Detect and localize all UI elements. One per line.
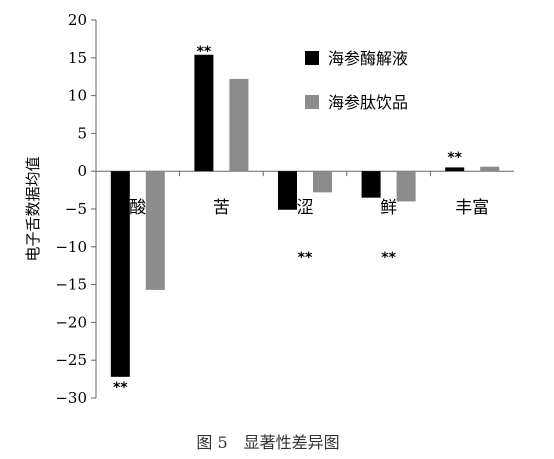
- y-tick-label: 0: [77, 162, 87, 180]
- category-label: 涩: [297, 198, 314, 218]
- legend-swatch: [305, 95, 319, 109]
- bar: [480, 166, 500, 172]
- y-tick-label: 20: [68, 11, 87, 29]
- category-label: 丰富: [455, 198, 489, 218]
- y-axis-label: 电子舌数据均值: [24, 156, 42, 261]
- bars: [110, 54, 500, 377]
- y-tick-label: −5: [65, 200, 87, 218]
- axes: 20 15 10 5 0 −5 −10 −15 −20 −25 −30: [55, 11, 514, 407]
- significance-mark: **: [113, 380, 128, 396]
- bar: [110, 171, 130, 377]
- figure-caption: 图 5 显著性差异图: [196, 433, 339, 452]
- y-tick-label: 10: [68, 87, 87, 105]
- y-tick-label: 5: [77, 124, 87, 142]
- legend-label: 海参酶解液: [328, 49, 408, 68]
- labels: 酸 ** 苦 ** 涩 ** 鲜 ** 丰富 **: [113, 44, 489, 396]
- legend-swatch: [305, 51, 319, 65]
- y-tick-label: −10: [55, 238, 87, 256]
- significance-mark: **: [298, 250, 313, 266]
- y-tick-label: −30: [55, 389, 87, 407]
- significance-mark: **: [197, 44, 212, 60]
- bar: [278, 171, 297, 210]
- bar: [313, 171, 332, 193]
- legend-label: 海参肽饮品: [328, 93, 408, 112]
- bar: [396, 171, 416, 202]
- y-tick-label: −25: [55, 351, 87, 369]
- bar: [229, 78, 249, 172]
- bar: [361, 171, 381, 198]
- bar: [445, 167, 465, 172]
- y-tick-label: 15: [68, 49, 87, 67]
- y-tick-label: −15: [55, 276, 87, 294]
- category-label: 酸: [129, 198, 146, 218]
- significance-mark: **: [381, 250, 396, 266]
- bar: [194, 54, 214, 172]
- category-label: 鲜: [380, 198, 397, 218]
- y-tick-label: −20: [55, 313, 87, 331]
- category-label: 苦: [213, 198, 230, 218]
- significance-mark: **: [447, 150, 462, 166]
- bar: [145, 171, 165, 290]
